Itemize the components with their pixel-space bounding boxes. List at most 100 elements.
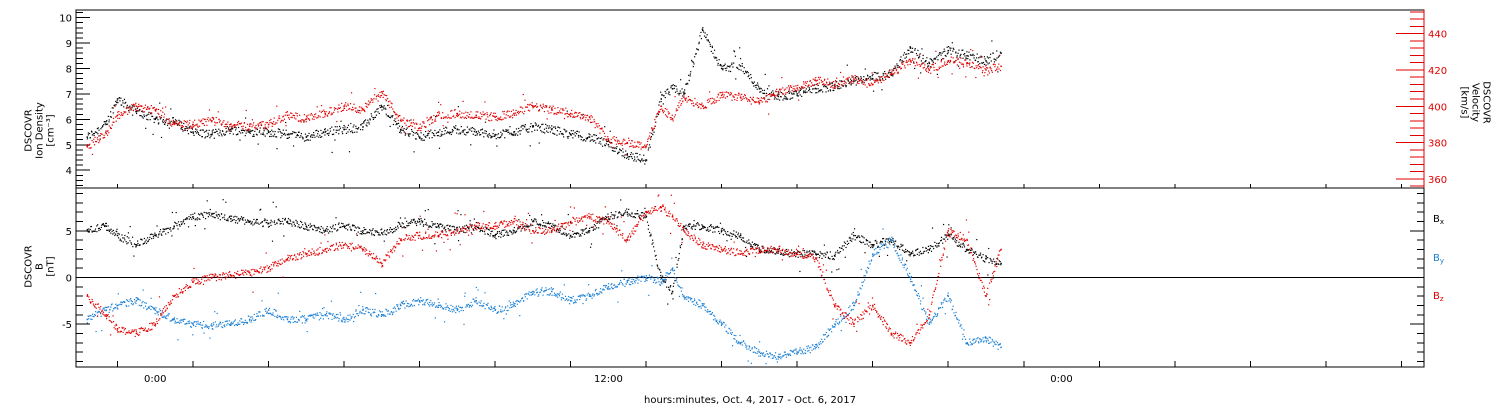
bx-dot <box>872 246 874 249</box>
bx-dot <box>246 221 248 223</box>
by-dot <box>284 316 286 318</box>
bx-dot <box>456 226 458 228</box>
velocity-dot <box>954 61 956 63</box>
bx-dot <box>936 246 938 248</box>
density-dot <box>947 49 949 52</box>
density-dot <box>840 80 843 82</box>
by-dot <box>320 313 322 315</box>
velocity-dot <box>493 112 495 114</box>
velocity-dot <box>181 125 183 127</box>
bx-dot <box>517 228 519 230</box>
velocity-dot <box>171 123 174 125</box>
density-dot <box>631 157 633 160</box>
density-dot <box>953 48 955 50</box>
by-dot <box>104 309 106 311</box>
velocity-dot <box>144 107 146 109</box>
velocity-dot <box>553 112 555 115</box>
by-dot <box>152 306 154 308</box>
velocity-dot <box>562 108 564 110</box>
velocity-dot <box>290 116 292 118</box>
velocity-dot <box>643 146 645 148</box>
by-dot <box>193 321 195 323</box>
velocity-dot <box>514 112 517 114</box>
by-dot <box>276 316 278 318</box>
density-dot <box>942 58 944 60</box>
by-dot <box>286 318 288 320</box>
bx-dot <box>677 259 679 261</box>
density-dot <box>373 117 375 119</box>
bx-dot <box>129 240 131 242</box>
velocity-dot <box>671 118 674 120</box>
velocity-dot <box>648 137 650 139</box>
bx-dot <box>453 226 456 228</box>
bx-dot <box>512 232 515 234</box>
by-dot <box>137 297 139 300</box>
velocity-dot <box>533 106 535 108</box>
bx-dot <box>715 226 717 228</box>
density-dot <box>985 64 987 66</box>
by-dot <box>133 298 136 301</box>
velocity-dot <box>235 124 237 126</box>
velocity-dot <box>816 83 818 86</box>
by-dot <box>222 326 224 329</box>
by-dot <box>202 320 205 323</box>
by-dot <box>148 307 151 309</box>
bx-dot <box>779 253 782 255</box>
velocity-dot <box>774 94 776 97</box>
by-dot <box>201 327 203 329</box>
bx-dot <box>969 252 971 254</box>
bx-dot <box>827 257 830 259</box>
velocity-dot <box>755 101 757 103</box>
density-dot <box>959 56 961 58</box>
bx-dot <box>302 224 304 226</box>
by-dot <box>92 315 94 318</box>
velocity-dot <box>998 55 1001 57</box>
bx-dot <box>354 229 356 232</box>
by-dot <box>135 302 137 305</box>
density-dot <box>686 82 688 84</box>
velocity-dot <box>181 126 183 128</box>
bx-dot <box>185 218 187 220</box>
density-dot <box>714 57 716 59</box>
bx-dot <box>886 238 888 240</box>
velocity-dot <box>384 94 386 97</box>
bx-dot <box>160 233 162 235</box>
density-dot <box>392 123 395 126</box>
velocity-dot <box>148 108 150 110</box>
density-dot <box>470 144 472 146</box>
velocity-dot <box>984 68 986 70</box>
density-dot <box>896 65 898 67</box>
density-dot <box>888 71 890 74</box>
bx-dot <box>107 229 109 231</box>
density-dot <box>526 128 528 130</box>
by-dot <box>213 324 215 326</box>
density-dot <box>424 135 426 137</box>
velocity-dot <box>430 122 433 124</box>
density-dot <box>952 47 954 49</box>
bx-dot <box>155 234 157 236</box>
density-dot <box>255 133 258 135</box>
bx-dot <box>809 252 812 254</box>
density-dot <box>353 124 355 126</box>
velocity-dot <box>943 58 945 60</box>
bx-dot <box>122 237 124 239</box>
bx-dot <box>913 255 915 257</box>
by-dot <box>251 316 253 318</box>
by-dot <box>175 322 177 324</box>
by-dot <box>157 314 159 316</box>
bx-dot <box>298 224 300 226</box>
bx-dot <box>890 241 892 244</box>
by-dot <box>343 316 345 318</box>
bx-dot <box>485 227 487 230</box>
bx-dot <box>742 237 745 239</box>
density-dot <box>343 124 345 127</box>
velocity-dot <box>494 115 496 117</box>
bx-dot <box>425 223 427 226</box>
velocity-dot <box>791 90 793 92</box>
density-dot <box>263 130 265 132</box>
density-dot <box>831 82 834 84</box>
bx-dot <box>353 224 355 227</box>
density-dot <box>802 87 804 89</box>
velocity-dot <box>983 75 985 77</box>
density-dot <box>208 129 210 131</box>
